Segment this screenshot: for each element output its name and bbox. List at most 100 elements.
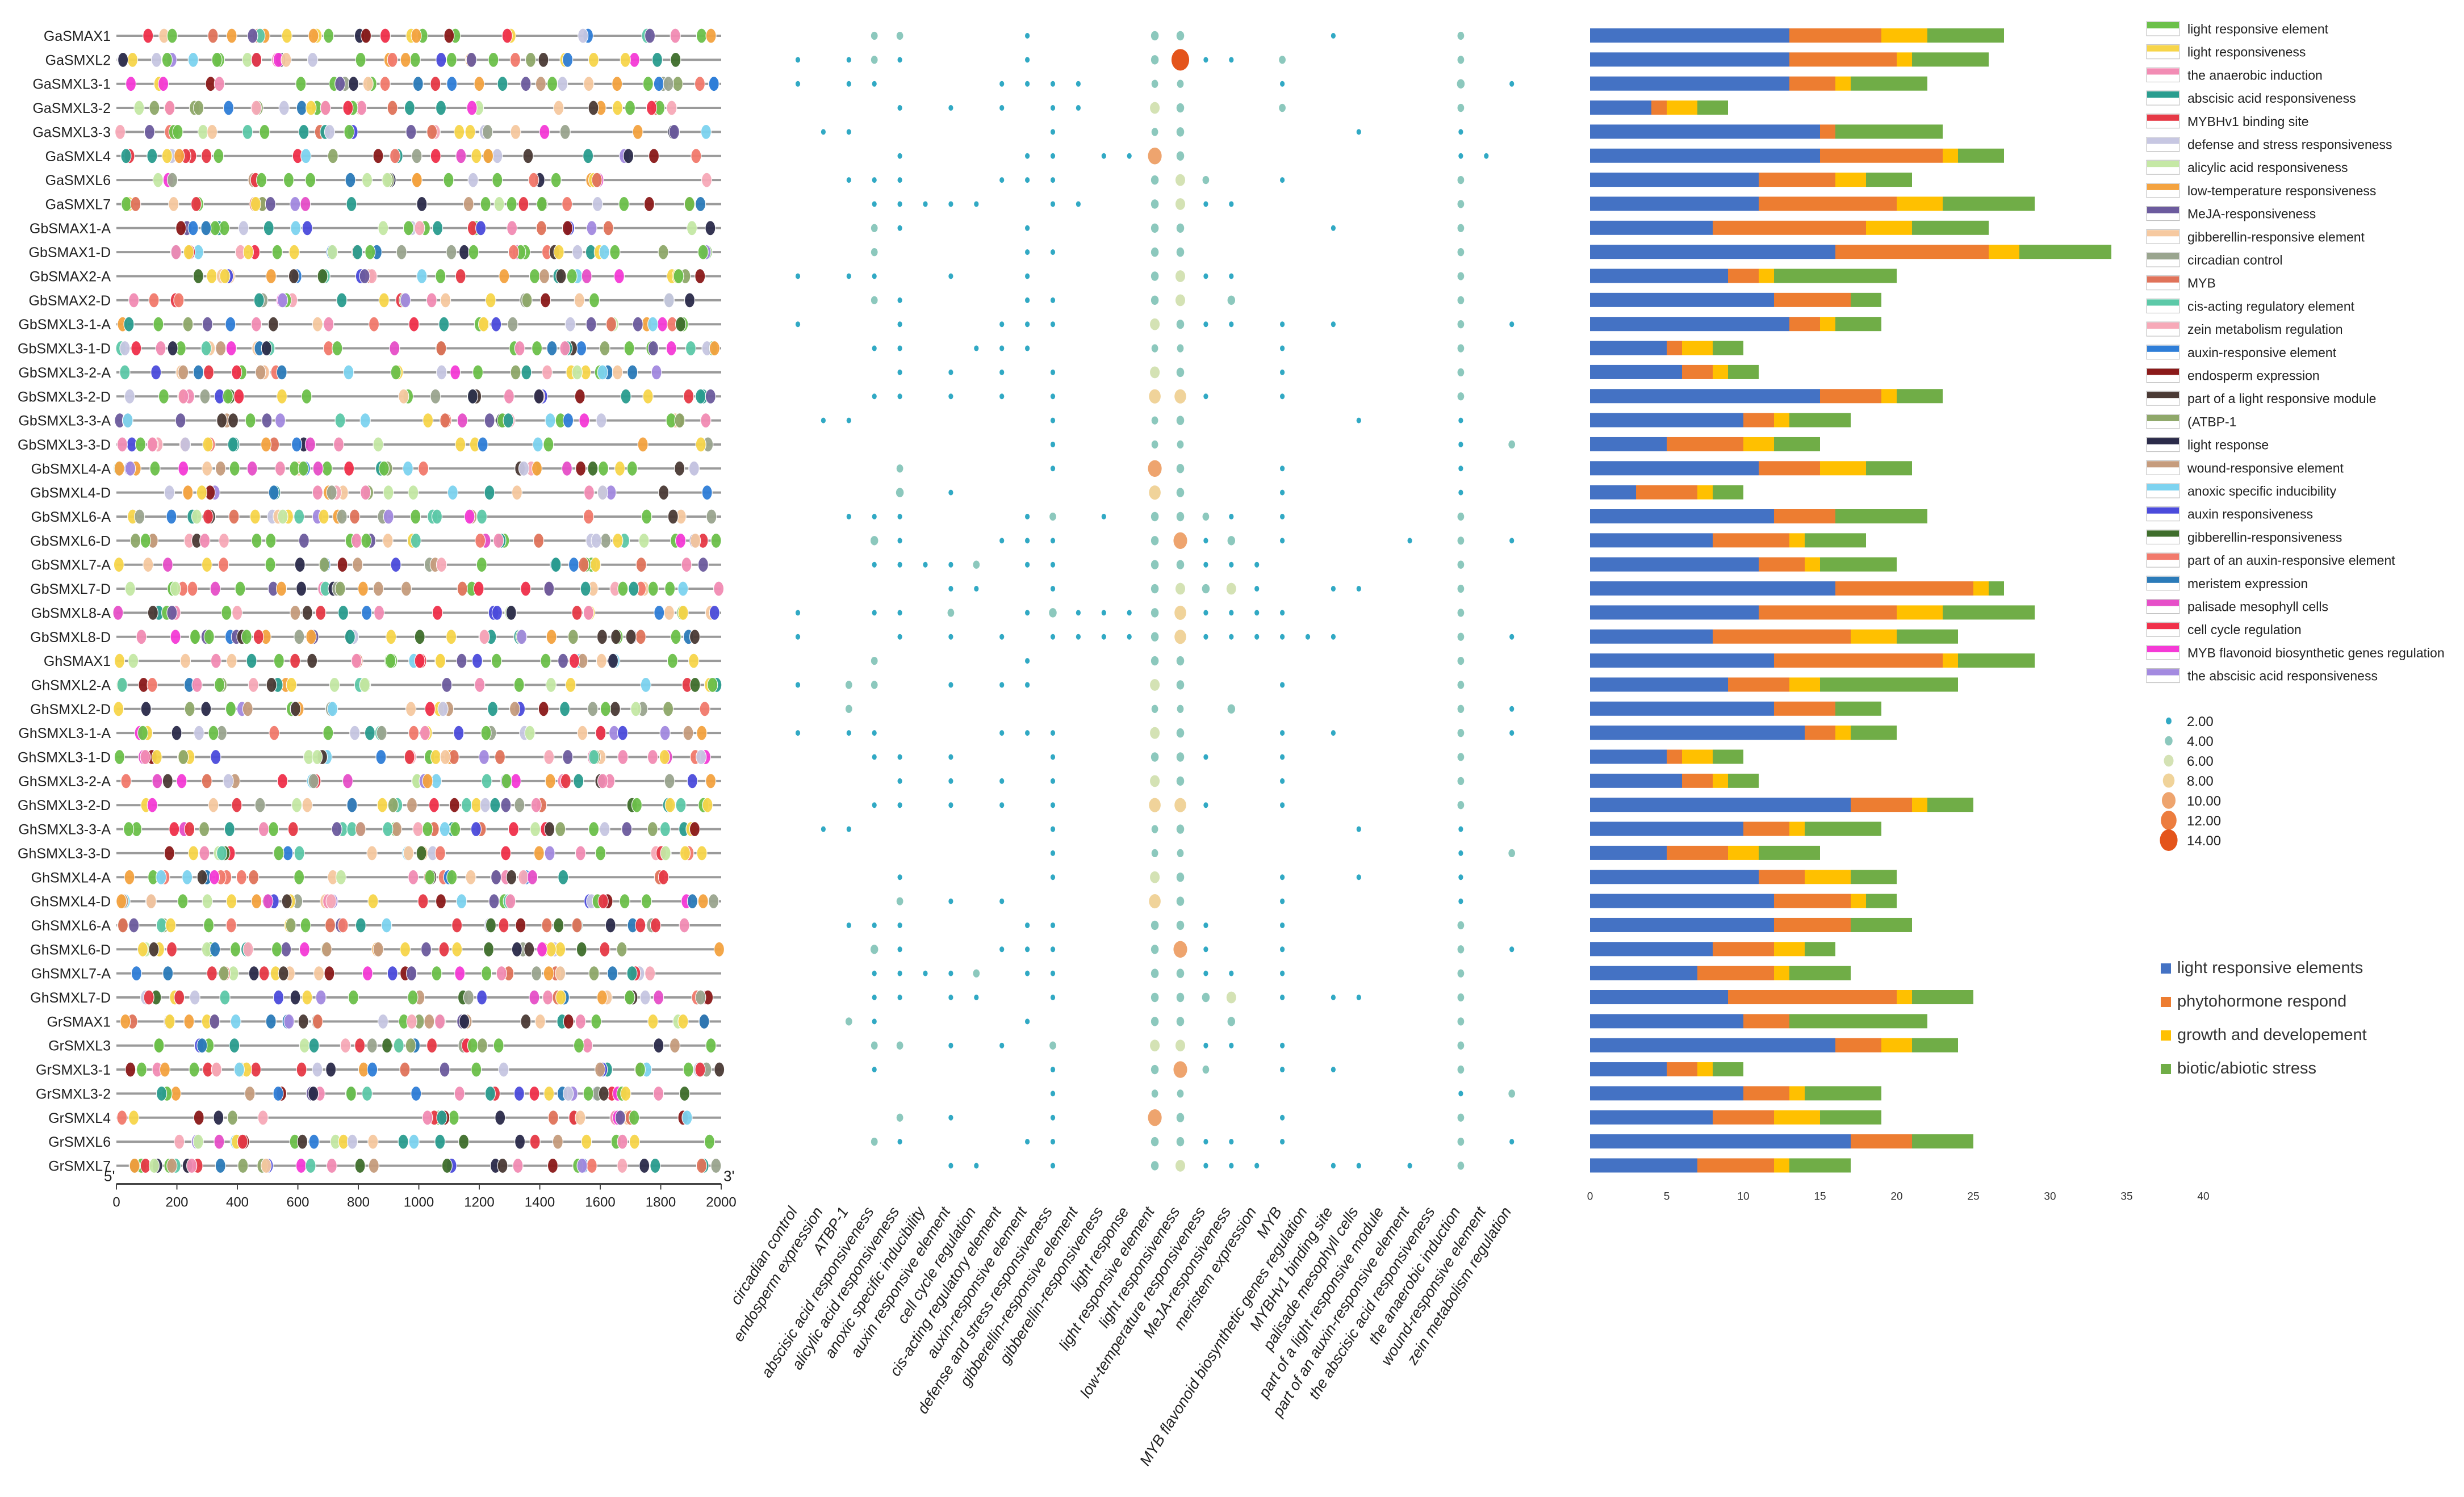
cis-element-mark	[578, 28, 589, 44]
cis-element-mark	[396, 244, 407, 260]
cis-element-mark	[658, 244, 669, 260]
count-bubble	[1279, 103, 1286, 112]
cis-element-mark	[583, 509, 595, 525]
count-bubble	[1177, 849, 1184, 858]
legend-swatch	[2147, 22, 2179, 28]
bar-segment-biotic/abiotic stress	[1851, 870, 1897, 884]
cis-element-mark	[650, 1158, 661, 1174]
cis-element-mark	[317, 268, 328, 284]
cis-element-mark	[408, 316, 420, 332]
bar-segment-growth and developement	[1820, 317, 1835, 332]
cis-element-mark	[271, 244, 283, 260]
count-bubble	[846, 417, 851, 423]
cis-element-mark	[691, 148, 702, 164]
cis-element-mark	[487, 701, 499, 717]
cis-element-mark	[116, 677, 128, 693]
bar-segment-biotic/abiotic stress	[1789, 1158, 1851, 1173]
cis-element-mark	[349, 509, 361, 525]
cis-element-mark	[165, 917, 177, 933]
bar-segment-growth and developement	[1682, 749, 1713, 764]
cis-element-mark	[148, 1158, 160, 1174]
bar-segment-biotic/abiotic stress	[1774, 269, 1897, 283]
legend-label: MYBHv1 binding site	[2187, 114, 2309, 129]
cis-element-mark	[677, 605, 689, 621]
cis-element-mark	[451, 941, 463, 957]
count-bubble	[1050, 369, 1056, 375]
bubble-legend-label: 12.00	[2187, 814, 2221, 829]
count-bubble	[1280, 369, 1285, 375]
cis-element-mark	[412, 821, 424, 837]
cis-element-mark	[147, 677, 158, 693]
count-bubble	[1280, 970, 1285, 976]
cis-element-mark	[398, 388, 409, 404]
cis-element-mark	[238, 220, 249, 236]
bar-segment-growth and developement	[1789, 1086, 1805, 1101]
cis-element-mark	[458, 1134, 470, 1150]
count-bubble	[846, 826, 851, 832]
cis-element-mark	[477, 437, 488, 452]
bar-segment-biotic/abiotic stress	[1897, 629, 1958, 644]
cis-element-mark	[184, 821, 195, 837]
count-bubble	[1050, 826, 1056, 832]
count-bubble	[1050, 778, 1056, 784]
legend-label: alicylic acid responsiveness	[2187, 160, 2348, 175]
cis-element-mark	[616, 941, 627, 957]
legend-label: MYB	[2187, 276, 2216, 291]
cis-element-mark	[417, 893, 429, 909]
cis-element-mark	[632, 124, 643, 140]
cis-element-mark	[664, 581, 676, 597]
cis-element-mark	[709, 340, 720, 357]
count-bubble	[1174, 389, 1186, 404]
count-bubble	[1149, 798, 1161, 812]
cis-element-mark	[572, 244, 583, 260]
cis-element-mark	[315, 989, 327, 1005]
count-bubble	[1151, 199, 1159, 209]
cis-element-mark	[679, 1085, 691, 1102]
bubble-legend-label: 8.00	[2187, 774, 2214, 789]
bar-segment-light responsive elements	[1590, 533, 1713, 548]
cis-element-mark	[675, 316, 687, 332]
count-bubble	[1176, 416, 1185, 425]
cis-element-mark	[273, 1085, 284, 1102]
cis-element-mark	[118, 52, 129, 68]
cis-element-mark	[354, 1038, 366, 1054]
count-bubble	[1025, 153, 1030, 159]
cis-element-mark	[193, 1110, 204, 1126]
cis-element-mark	[161, 148, 173, 164]
cis-element-mark	[664, 773, 675, 789]
cis-element-mark	[511, 941, 522, 957]
cis-element-mark	[439, 821, 450, 837]
legend-label: light response	[2187, 438, 2269, 452]
cis-element-mark	[470, 821, 482, 837]
cis-element-mark	[230, 1013, 241, 1029]
bar-segment-light responsive elements	[1590, 894, 1774, 908]
bar-segment-biotic/abiotic stress	[1912, 1134, 1973, 1149]
gene-label-GbSMAX1-D: GbSMAX1-D	[29, 245, 111, 261]
bar-segment-growth and developement	[1667, 100, 1697, 115]
cis-element-mark	[320, 100, 331, 116]
count-bubble	[897, 393, 902, 400]
cis-element-mark	[670, 52, 681, 68]
cis-element-mark	[199, 388, 211, 404]
cis-element-mark	[158, 388, 170, 404]
cis-element-mark	[434, 1013, 446, 1029]
count-bubble	[1176, 511, 1185, 522]
cis-element-mark	[324, 124, 336, 140]
cis-element-mark	[373, 437, 384, 452]
count-bubble	[999, 538, 1005, 544]
cis-element-mark	[228, 509, 240, 525]
cis-element-mark	[308, 1085, 319, 1102]
cis-element-mark	[539, 292, 551, 308]
cis-element-mark	[514, 340, 525, 357]
cis-element-mark	[435, 268, 446, 284]
bar-segment-growth and developement	[1805, 557, 1820, 572]
count-bubble	[1176, 1017, 1185, 1026]
cis-element-mark	[658, 485, 670, 501]
count-bubble	[1050, 297, 1056, 303]
count-bubble	[897, 105, 902, 111]
bar-segment-phytohormone respond	[1743, 821, 1789, 836]
cis-element-mark	[538, 268, 550, 284]
cis-element-mark	[242, 941, 254, 957]
cis-element-mark	[218, 966, 229, 982]
